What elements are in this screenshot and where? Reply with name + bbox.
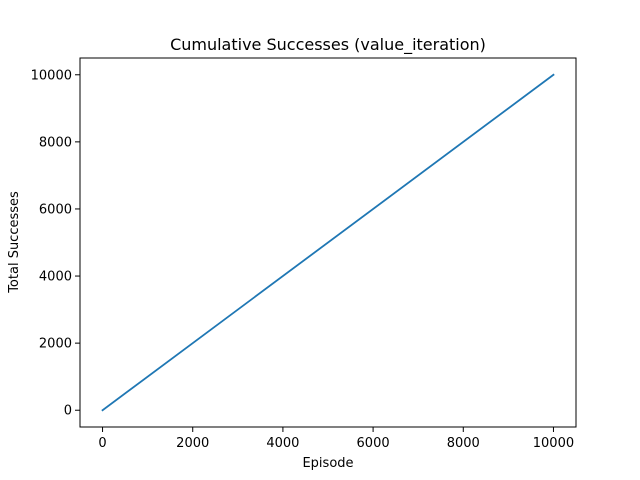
y-tick-label: 6000 xyxy=(39,202,72,217)
plot-area: 0 2000 4000 6000 8000 10000 0 2000 4000 6000 8000 1… xyxy=(31,57,577,451)
y-tick-label: 8000 xyxy=(39,135,72,150)
y-tick-label: 10000 xyxy=(31,68,72,83)
y-axis-label: Total Successes xyxy=(7,191,22,294)
y-tick-label: 2000 xyxy=(39,337,72,352)
y-tick-label: 0 xyxy=(64,404,72,419)
x-tick-label: 8000 xyxy=(447,436,480,451)
x-tick-label: 2000 xyxy=(176,436,209,451)
y-tick-label: 4000 xyxy=(39,270,72,285)
x-tick-label: 4000 xyxy=(266,436,299,451)
x-tick-label: 0 xyxy=(98,436,106,451)
x-axis-label: Episode xyxy=(302,456,353,471)
x-tick-label: 6000 xyxy=(357,436,390,451)
axes-frame xyxy=(79,57,577,428)
chart-title: Cumulative Successes (value_iteration) xyxy=(170,35,486,55)
x-tick-label: 10000 xyxy=(533,436,574,451)
series-line-0 xyxy=(101,73,555,412)
